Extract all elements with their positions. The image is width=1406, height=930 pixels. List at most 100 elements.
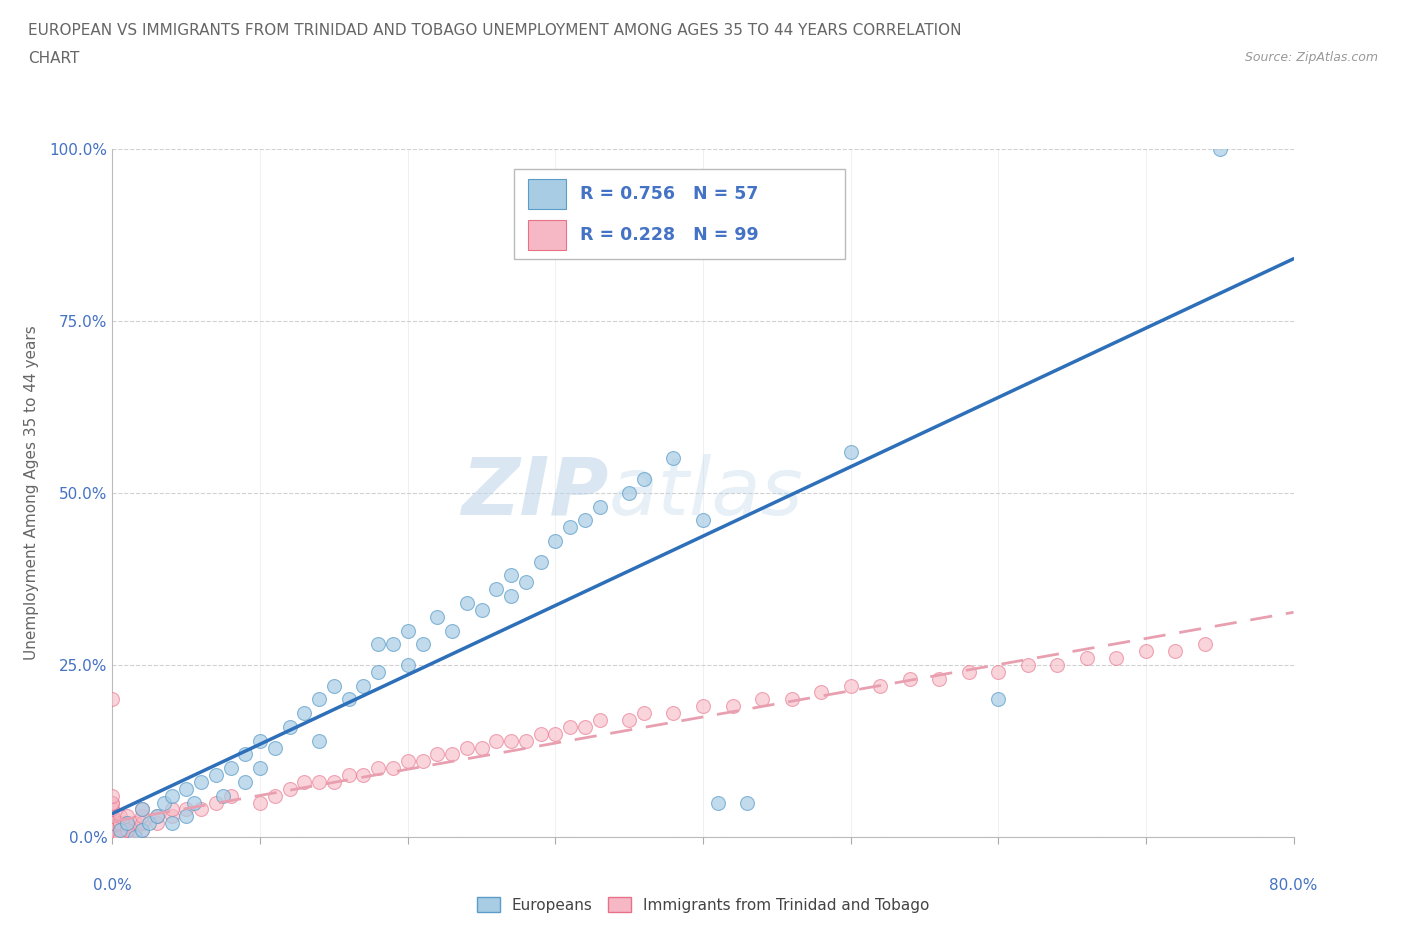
Point <box>131 823 153 838</box>
Text: R = 0.228   N = 99: R = 0.228 N = 99 <box>581 226 759 244</box>
Point <box>108 823 131 838</box>
Bar <box>529 179 567 209</box>
Point <box>101 816 124 830</box>
Point <box>426 747 449 762</box>
Point <box>485 733 508 748</box>
Text: Source: ZipAtlas.com: Source: ZipAtlas.com <box>1244 51 1378 64</box>
Point <box>1105 651 1128 666</box>
Point <box>529 554 551 569</box>
Point <box>751 692 773 707</box>
Point <box>456 595 478 610</box>
Point <box>160 802 183 817</box>
Point <box>117 823 138 838</box>
Point <box>108 830 131 844</box>
Point <box>515 575 537 590</box>
Y-axis label: Unemployment Among Ages 35 to 44 years: Unemployment Among Ages 35 to 44 years <box>24 326 38 660</box>
Point <box>470 740 494 755</box>
Text: ZIP: ZIP <box>461 454 609 532</box>
Point <box>692 513 714 528</box>
Point <box>131 816 153 830</box>
Point <box>146 809 169 824</box>
Point <box>174 809 197 824</box>
Point <box>183 795 205 810</box>
Text: 80.0%: 80.0% <box>1270 878 1317 894</box>
Point <box>101 809 124 824</box>
Point <box>1208 141 1232 156</box>
Point <box>146 816 169 830</box>
Point <box>367 664 389 679</box>
Bar <box>529 219 567 250</box>
Point <box>367 761 389 776</box>
Point <box>101 816 124 830</box>
Point <box>501 589 523 604</box>
Point <box>124 830 146 844</box>
Point <box>411 754 433 769</box>
Point <box>131 823 153 838</box>
Point <box>1017 658 1039 672</box>
Point <box>101 830 124 844</box>
Point <box>174 781 197 796</box>
Point <box>205 767 228 782</box>
Point <box>108 830 131 844</box>
Point <box>308 775 330 790</box>
Point <box>352 767 374 782</box>
Point <box>131 802 153 817</box>
Point <box>633 706 655 721</box>
Point <box>721 698 744 713</box>
Point <box>219 761 242 776</box>
Point <box>987 692 1010 707</box>
Point <box>308 692 330 707</box>
Point <box>869 678 891 693</box>
Point <box>146 809 169 824</box>
Point <box>810 685 832 700</box>
Point <box>117 816 138 830</box>
Point <box>441 747 464 762</box>
Point <box>426 609 449 624</box>
Point <box>501 733 523 748</box>
Point <box>190 802 212 817</box>
Point <box>219 789 242 804</box>
Text: EUROPEAN VS IMMIGRANTS FROM TRINIDAD AND TOBAGO UNEMPLOYMENT AMONG AGES 35 TO 44: EUROPEAN VS IMMIGRANTS FROM TRINIDAD AND… <box>28 23 962 38</box>
Point <box>706 795 728 810</box>
Point <box>544 726 567 741</box>
Point <box>101 802 124 817</box>
Point <box>692 698 714 713</box>
Point <box>153 795 176 810</box>
Point <box>367 637 389 652</box>
Point <box>131 802 153 817</box>
Point <box>101 795 124 810</box>
Point <box>117 816 138 830</box>
Point <box>1194 637 1216 652</box>
Point <box>898 671 921 686</box>
Point <box>101 823 124 838</box>
Point <box>138 816 160 830</box>
Point <box>101 692 124 707</box>
Point <box>485 582 508 597</box>
Point <box>292 706 315 721</box>
Point <box>233 775 256 790</box>
Point <box>117 830 138 844</box>
Point <box>160 789 183 804</box>
Point <box>190 775 212 790</box>
Point <box>108 823 131 838</box>
Point <box>382 761 405 776</box>
Point <box>396 754 419 769</box>
Point <box>737 795 759 810</box>
Point <box>124 823 146 838</box>
Point <box>588 712 610 727</box>
Point <box>101 795 124 810</box>
Point <box>160 816 183 830</box>
Point <box>101 789 124 804</box>
Point <box>662 451 685 466</box>
Point <box>1076 651 1098 666</box>
Point <box>117 823 138 838</box>
Point <box>529 726 551 741</box>
Point <box>292 775 315 790</box>
Point <box>957 664 980 679</box>
Point <box>108 823 131 838</box>
Point <box>278 781 301 796</box>
Point <box>574 513 596 528</box>
Point <box>205 795 228 810</box>
Point <box>101 816 124 830</box>
Point <box>396 658 419 672</box>
